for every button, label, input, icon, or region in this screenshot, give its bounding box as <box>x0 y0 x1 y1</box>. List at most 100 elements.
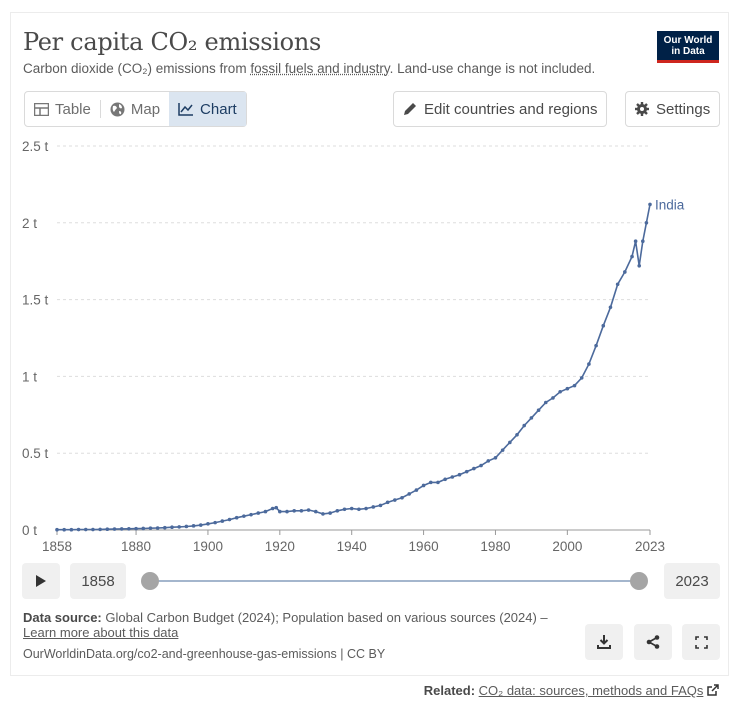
data-point[interactable] <box>170 525 174 530</box>
edit-countries-button[interactable]: Edit countries and regions <box>393 91 608 127</box>
data-point[interactable] <box>91 527 95 532</box>
subtitle-link[interactable]: fossil fuels and industry <box>250 61 390 76</box>
data-point[interactable] <box>436 480 440 485</box>
start-year-box[interactable]: 1858 <box>70 563 126 599</box>
data-point[interactable] <box>198 523 203 527</box>
data-point[interactable] <box>479 463 483 468</box>
timeline-track[interactable] <box>150 580 640 582</box>
data-point[interactable] <box>349 506 354 511</box>
data-point[interactable] <box>633 239 638 244</box>
data-point[interactable] <box>623 270 627 274</box>
data-point[interactable] <box>637 264 642 268</box>
end-year-box[interactable]: 2023 <box>664 563 720 599</box>
data-point[interactable] <box>177 525 181 529</box>
data-point[interactable] <box>414 488 419 492</box>
data-point[interactable] <box>292 509 297 513</box>
data-point[interactable] <box>220 519 225 523</box>
data-point[interactable] <box>536 408 541 412</box>
data-point[interactable] <box>508 440 512 445</box>
data-point[interactable] <box>242 514 246 518</box>
tab-map[interactable]: Map <box>101 92 169 126</box>
data-point[interactable] <box>543 400 548 405</box>
learn-more-link[interactable]: Learn more about this data <box>23 625 179 640</box>
timeline-start-handle[interactable] <box>141 572 159 590</box>
data-point[interactable] <box>206 522 210 526</box>
data-point[interactable] <box>500 448 505 452</box>
data-point[interactable] <box>400 495 404 500</box>
data-point[interactable] <box>213 520 217 525</box>
data-point[interactable] <box>321 512 325 516</box>
data-point[interactable] <box>572 383 577 388</box>
data-point[interactable] <box>630 254 634 259</box>
data-point[interactable] <box>551 396 555 400</box>
data-point[interactable] <box>472 466 476 471</box>
data-point[interactable] <box>587 362 591 366</box>
data-point[interactable] <box>76 527 81 532</box>
download-button[interactable] <box>585 624 623 660</box>
data-point[interactable] <box>522 423 527 428</box>
data-point[interactable] <box>98 527 102 532</box>
data-point[interactable] <box>493 456 498 460</box>
data-point[interactable] <box>274 505 279 510</box>
data-point[interactable] <box>450 475 455 479</box>
data-point[interactable] <box>357 507 361 512</box>
data-point[interactable] <box>486 459 491 463</box>
data-point[interactable] <box>285 509 289 514</box>
data-point[interactable] <box>515 432 519 437</box>
data-point[interactable] <box>335 509 340 513</box>
data-point[interactable] <box>55 527 59 532</box>
data-point[interactable] <box>256 511 261 515</box>
data-point[interactable] <box>148 526 153 530</box>
data-point[interactable] <box>421 483 426 488</box>
data-point[interactable] <box>119 527 124 531</box>
data-point[interactable] <box>644 221 649 225</box>
data-point[interactable] <box>83 527 88 532</box>
data-point[interactable] <box>112 527 117 531</box>
data-point[interactable] <box>306 508 311 512</box>
data-point[interactable] <box>328 511 332 515</box>
data-point[interactable] <box>393 498 397 502</box>
share-button[interactable] <box>634 624 672 660</box>
owid-logo[interactable]: Our World in Data <box>657 31 719 63</box>
data-point[interactable] <box>529 416 534 420</box>
data-point[interactable] <box>249 512 253 517</box>
data-point[interactable] <box>127 526 131 531</box>
data-point[interactable] <box>428 480 433 485</box>
play-button[interactable] <box>22 563 60 599</box>
data-point[interactable] <box>565 386 570 391</box>
data-point[interactable] <box>407 492 412 496</box>
data-point[interactable] <box>385 500 390 505</box>
data-point[interactable] <box>163 525 167 530</box>
data-point[interactable] <box>227 517 232 522</box>
data-point[interactable] <box>69 527 74 532</box>
fullscreen-button[interactable] <box>682 624 720 660</box>
data-point[interactable] <box>648 202 652 207</box>
data-point[interactable] <box>299 509 304 513</box>
data-point[interactable] <box>134 526 138 531</box>
data-point[interactable] <box>155 526 160 530</box>
data-point[interactable] <box>342 507 347 512</box>
data-point[interactable] <box>364 506 368 511</box>
data-point[interactable] <box>378 503 383 508</box>
data-point[interactable] <box>464 469 469 474</box>
related-link[interactable]: CO₂ data: sources, methods and FAQs <box>478 683 704 698</box>
timeline-end-handle[interactable] <box>630 572 648 590</box>
data-point[interactable] <box>371 505 376 509</box>
data-point[interactable] <box>443 477 447 482</box>
data-point[interactable] <box>457 472 462 477</box>
data-point[interactable] <box>184 524 189 529</box>
data-point[interactable] <box>594 343 598 348</box>
data-point[interactable] <box>579 376 584 380</box>
series-line[interactable] <box>57 204 651 531</box>
data-point[interactable] <box>62 527 66 532</box>
data-point[interactable] <box>601 323 606 328</box>
data-point[interactable] <box>270 506 275 511</box>
data-point[interactable] <box>615 282 620 287</box>
data-point[interactable] <box>608 305 613 310</box>
data-point[interactable] <box>641 239 645 244</box>
data-point[interactable] <box>191 524 196 528</box>
data-point[interactable] <box>234 515 239 520</box>
data-point[interactable] <box>263 509 268 514</box>
tab-chart[interactable]: Chart <box>169 92 246 126</box>
tab-table[interactable]: Table <box>25 92 100 126</box>
